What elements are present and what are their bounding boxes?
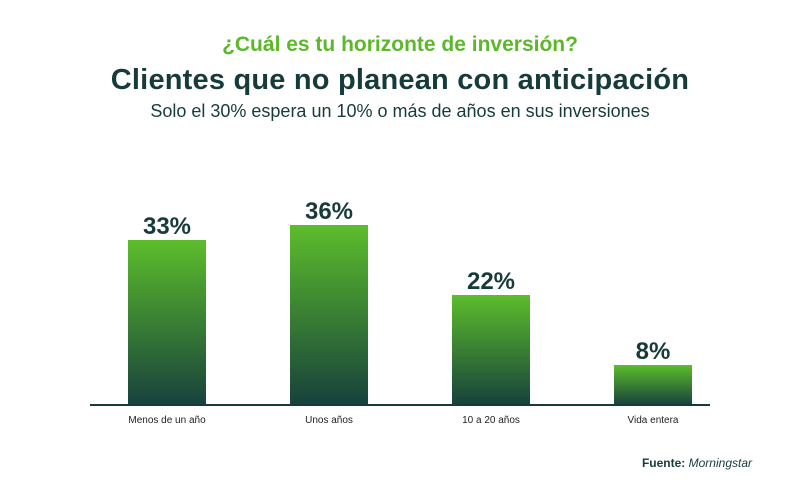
bar [614, 365, 692, 405]
bar [452, 295, 530, 405]
source-label: Fuente: [641, 456, 686, 470]
bar-value-label: 33% [143, 213, 191, 240]
category-label: Vida entera [628, 415, 679, 426]
source-name: Morningstar [688, 456, 752, 470]
source-note: Fuente: Morningstar [642, 456, 752, 470]
category-label: Menos de un año [128, 415, 206, 426]
bar [290, 225, 368, 405]
bar-value-label: 22% [467, 268, 515, 295]
chart-title: Clientes que no planean con anticipación [110, 64, 690, 96]
category-label: 10 a 20 años [462, 415, 520, 426]
chart-subtitle: Solo el 30% espera un 10% o más de años … [150, 101, 650, 121]
category-label: Unos años [305, 415, 353, 426]
bar-value-label: 8% [636, 338, 671, 365]
bar [128, 240, 206, 405]
bar-value-label: 36% [305, 198, 353, 225]
chart-kicker: ¿Cuál es tu horizonte de inversión? [222, 33, 578, 56]
